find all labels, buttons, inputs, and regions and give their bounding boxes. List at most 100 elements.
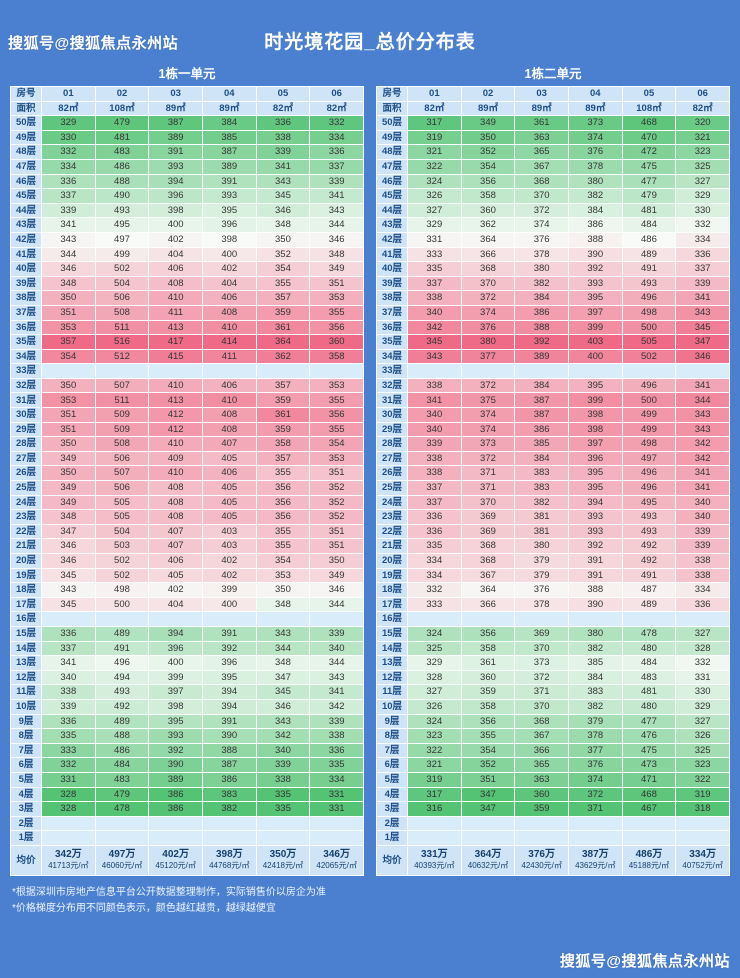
price-cell: 341 — [41, 655, 96, 671]
empty-cell — [460, 815, 516, 832]
price-cell: 364 — [460, 582, 516, 598]
price-cell: 493 — [621, 509, 677, 525]
price-cell: 342 — [309, 698, 364, 715]
price-cell: 319 — [675, 786, 730, 803]
price-table: 房号 01 02 03 04 05 06 面积 82㎡ 108㎡ 89㎡ 89㎡ 82㎡ 82㎡ 50层 32… — [10, 86, 364, 876]
average-price: 350万 — [269, 849, 297, 861]
table-body: 50层 317 349 361 373 468 320 49层 319 350 363 374 470 3… — [376, 115, 730, 876]
area-value: 82㎡ — [41, 100, 96, 117]
price-cell: 329 — [407, 217, 462, 233]
floor-row: 49层 330 481 389 385 338 334 — [10, 129, 364, 146]
price-cell: 373 — [514, 655, 569, 671]
empty-cell — [675, 611, 730, 627]
price-cell: 410 — [201, 392, 257, 409]
price-cell: 385 — [201, 129, 257, 146]
floor-label: 20层 — [10, 553, 42, 569]
price-cell: 408 — [201, 304, 257, 321]
price-cell: 384 — [514, 377, 569, 394]
empty-cell — [201, 830, 257, 846]
price-cell: 385 — [567, 655, 623, 671]
price-cell: 360 — [514, 786, 569, 803]
price-cell: 386 — [148, 786, 203, 803]
price-cell: 324 — [407, 625, 462, 642]
price-cell: 376 — [514, 582, 569, 598]
price-cell: 352 — [460, 144, 516, 160]
price-cell: 344 — [675, 392, 730, 409]
price-cell: 333 — [41, 742, 96, 759]
price-cell: 395 — [201, 669, 257, 686]
price-cell: 387 — [201, 757, 257, 773]
empty-cell — [255, 815, 311, 832]
price-cell: 402 — [148, 231, 203, 248]
price-cell: 405 — [148, 567, 203, 584]
price-cell: 386 — [567, 217, 623, 233]
floor-row: 32层 338 372 384 395 496 341 — [376, 377, 730, 394]
empty-cell — [201, 363, 257, 379]
price-cell: 346 — [255, 698, 311, 715]
floor-label: 14层 — [376, 640, 408, 657]
price-cell: 372 — [514, 202, 569, 219]
price-cell: 338 — [407, 290, 462, 306]
price-cell: 405 — [201, 509, 257, 525]
floor-row: 33层 — [376, 363, 730, 379]
price-cell: 502 — [94, 261, 150, 277]
price-cell: 384 — [201, 115, 257, 131]
price-cell: 371 — [567, 801, 623, 817]
price-cell: 343 — [675, 407, 730, 423]
price-cell: 343 — [675, 304, 730, 321]
price-cell: 321 — [407, 144, 462, 160]
price-cell: 407 — [201, 436, 257, 452]
floor-row: 6层 321 352 365 376 473 323 — [376, 757, 730, 773]
price-cell: 338 — [407, 465, 462, 482]
floor-row: 45层 337 490 396 393 345 341 — [10, 188, 364, 204]
price-cell: 493 — [94, 684, 150, 700]
price-cell: 351 — [41, 421, 96, 438]
price-cell: 338 — [41, 684, 96, 700]
average-cell: 331万 40393元/㎡ — [407, 844, 462, 876]
floor-row: 43层 341 495 400 396 348 344 — [10, 217, 364, 233]
floor-row: 12层 340 494 399 395 347 343 — [10, 669, 364, 686]
price-cell: 486 — [94, 742, 150, 759]
price-cell: 376 — [514, 231, 569, 248]
price-cell: 409 — [148, 450, 203, 467]
price-cell: 355 — [309, 392, 364, 409]
price-cell: 394 — [148, 625, 203, 642]
price-cell: 372 — [460, 290, 516, 306]
average-price: 387万 — [581, 849, 609, 861]
price-cell: 370 — [514, 188, 569, 204]
average-label: 均价 — [376, 844, 408, 876]
price-cell: 329 — [675, 698, 730, 715]
price-cell: 497 — [621, 450, 677, 467]
price-cell: 399 — [567, 392, 623, 409]
floor-row: 43层 329 362 374 386 484 332 — [376, 217, 730, 233]
price-cell: 354 — [255, 553, 311, 569]
floor-row: 39层 337 370 382 393 493 339 — [376, 275, 730, 292]
area-value: 82㎡ — [255, 100, 311, 117]
price-cell: 496 — [94, 655, 150, 671]
floor-row: 15层 324 356 369 380 478 327 — [376, 625, 730, 642]
price-cell: 341 — [675, 465, 730, 482]
empty-cell — [94, 611, 150, 627]
floor-label: 1层 — [10, 830, 42, 846]
price-cell: 351 — [309, 275, 364, 292]
floor-label: 36层 — [10, 319, 42, 336]
floor-row: 44层 339 493 398 395 346 343 — [10, 202, 364, 219]
price-cell: 391 — [201, 625, 257, 642]
floor-row: 42层 331 364 376 388 486 334 — [376, 231, 730, 248]
floor-label: 12层 — [10, 669, 42, 686]
floor-row: 44层 327 360 372 384 481 330 — [376, 202, 730, 219]
price-cell: 366 — [460, 596, 516, 613]
price-cell: 502 — [94, 567, 150, 584]
price-cell: 410 — [148, 377, 203, 394]
room-label: 房号 — [376, 86, 408, 102]
empty-cell — [309, 830, 364, 846]
empty-cell — [94, 815, 150, 832]
floor-row: 17层 333 366 378 390 489 336 — [376, 596, 730, 613]
price-cell: 342 — [407, 319, 462, 336]
floor-label: 33层 — [376, 363, 408, 379]
price-cell: 398 — [148, 698, 203, 715]
price-cell: 399 — [148, 669, 203, 686]
price-cell: 383 — [514, 465, 569, 482]
price-cell: 411 — [148, 304, 203, 321]
floor-row: 25层 349 506 408 405 356 352 — [10, 480, 364, 496]
